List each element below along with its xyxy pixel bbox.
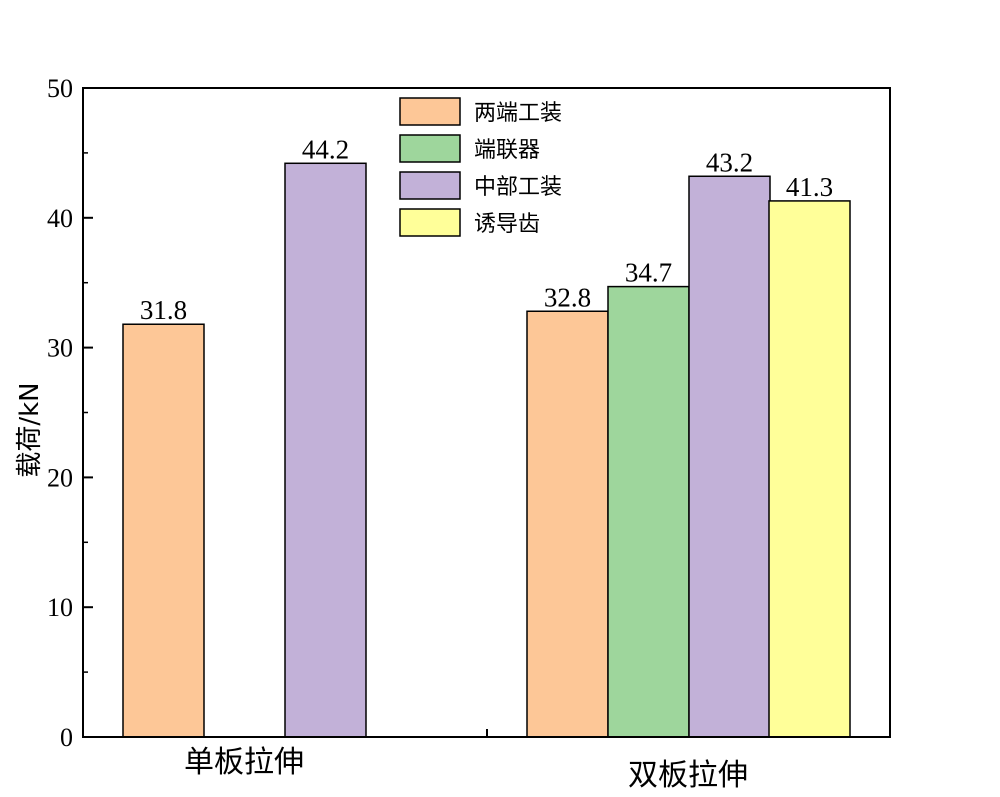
bar — [768, 200, 851, 738]
bar-value-label: 43.2 — [706, 147, 753, 177]
bar-value-label: 34.7 — [625, 258, 672, 288]
bar — [607, 285, 690, 738]
bar-value-label: 41.3 — [786, 172, 833, 202]
x-category-label: 单板拉伸 — [184, 745, 304, 780]
bar — [526, 310, 609, 738]
bar — [688, 175, 771, 738]
legend-label: 中部工装 — [474, 175, 562, 200]
bar-value-label: 44.2 — [302, 134, 349, 164]
bar-value-label: 32.8 — [544, 282, 591, 312]
x-category-label: 双板拉伸 — [628, 758, 748, 793]
y-tick-label: 0 — [60, 723, 73, 752]
legend-label: 端联器 — [474, 138, 540, 163]
legend-swatch — [399, 134, 461, 163]
bar — [284, 162, 367, 738]
y-tick-label: 50 — [47, 74, 73, 103]
value-labels-layer: 31.8 44.2 32.8 34.7 43.2 41.3 — [140, 134, 833, 325]
y-tick-label: 10 — [47, 593, 73, 622]
y-axis-label: 载荷/kN — [15, 382, 45, 477]
bar-value-label: 31.8 — [140, 295, 187, 325]
legend-swatch — [399, 97, 461, 126]
legend-label: 两端工装 — [474, 101, 562, 126]
legend-label: 诱导齿 — [474, 212, 540, 237]
y-tick-label: 30 — [47, 334, 73, 363]
bars-layer — [122, 162, 851, 738]
y-tick-label: 40 — [47, 204, 73, 233]
y-tick-label: 20 — [47, 463, 73, 492]
bar — [122, 323, 205, 738]
y-axis: 0 10 20 30 40 50 — [47, 74, 93, 752]
legend-swatch — [399, 208, 461, 237]
x-axis: 单板拉伸 双板拉伸 — [184, 729, 748, 793]
legend-swatch — [399, 171, 461, 200]
